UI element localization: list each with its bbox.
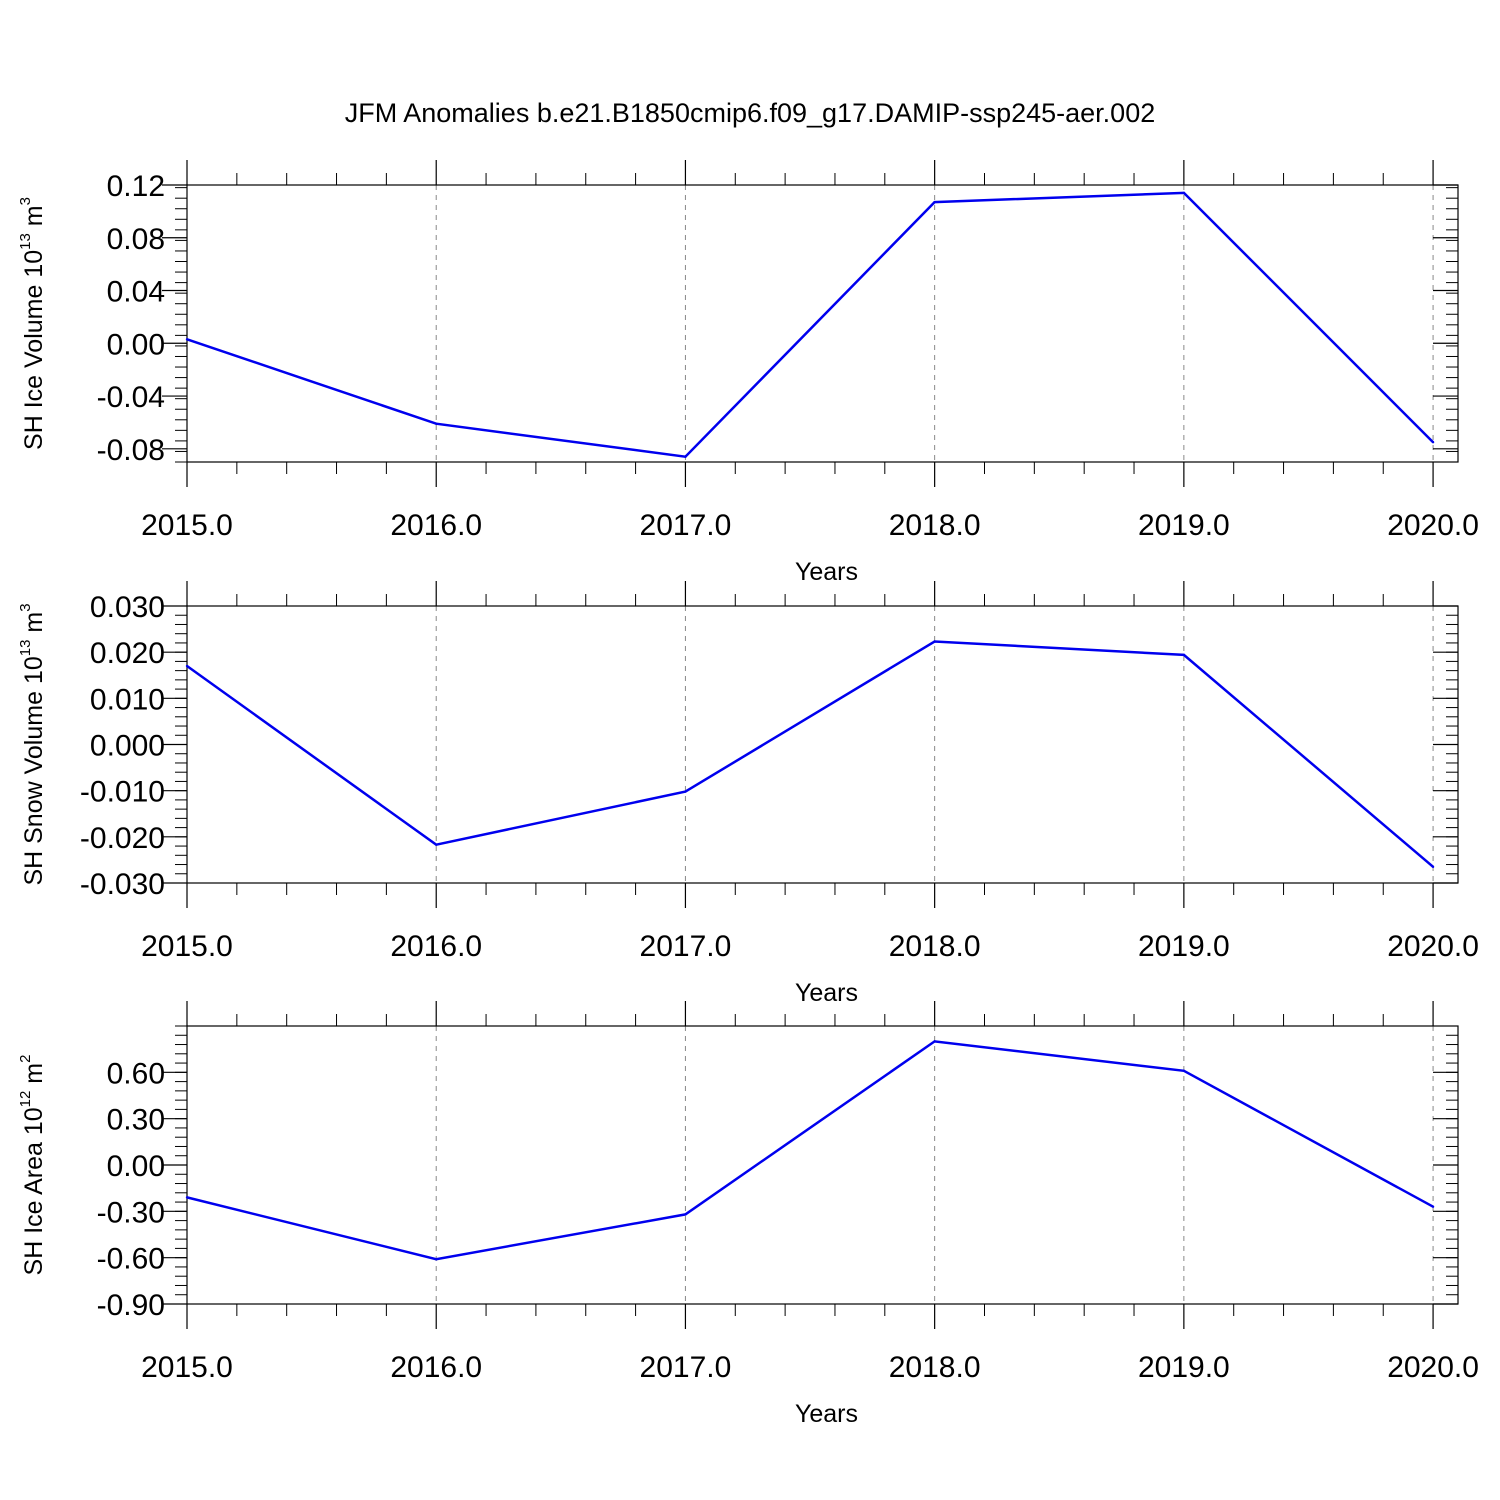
y-axis-title-exp: 13 [17,640,34,657]
x-tick-label: 2019.0 [1138,509,1230,542]
y-tick-label: 0.60 [107,1057,165,1090]
data-point [435,1258,438,1261]
y-axis-title: SH Ice Volume 1013 m3 [17,197,48,450]
x-tick-label: 2020.0 [1387,930,1479,963]
x-tick-label: 2020.0 [1387,1351,1479,1384]
series-line-1 [186,1040,1434,1261]
data-point [185,664,189,668]
series-line-1 [186,640,1434,868]
data-point [1431,1205,1435,1208]
data-point [1182,653,1186,657]
x-tick-label: 2018.0 [889,509,981,542]
series-line-1 [186,191,1434,459]
chart-panel-3: -0.90 -0.60 -0.30 0.00 0.30 0.60 2015.0 2016.0 2… [17,1001,1479,1428]
y-tick-label: 0.010 [90,683,165,716]
y-axis-title-base: SH Snow Volume 10 [20,656,48,885]
x-tick-label: 2019.0 [1138,1351,1230,1384]
y-tick-label: -0.08 [97,434,165,467]
x-tick-label: 2017.0 [640,1351,732,1384]
data-point [185,338,189,341]
data-point [435,422,438,425]
y-tick-label: 0.00 [107,1150,165,1183]
chart-panel-1: -0.08 -0.04 0.00 0.04 0.08 0.12 2015.0 2016.0 20… [17,160,1479,586]
y-tick-label: -0.030 [80,868,165,901]
x-tick-label: 2019.0 [1138,930,1230,963]
x-tick-label: 2018.0 [889,1351,981,1384]
plot-frame [186,184,1459,463]
y-tick-label: -0.010 [80,776,165,809]
y-axis-title-exp: 13 [17,233,34,250]
y-tick-label: 0.020 [90,637,165,670]
x-tick-label: 2017.0 [640,930,732,963]
data-point [684,455,687,458]
data-point [1182,1069,1186,1072]
x-tick-label: 2020.0 [1387,509,1479,542]
y-axis-title-unit: m [20,1063,48,1091]
x-tick-label: 2018.0 [889,930,981,963]
data-point [1431,441,1435,444]
plot-frame [186,1025,1459,1305]
x-tick-label: 2016.0 [390,930,482,963]
data-point [435,843,438,846]
y-tick-label: 0.30 [107,1104,165,1137]
x-tick-label: 2015.0 [141,509,233,542]
y-axis-title-unit: m [20,205,48,233]
y-tick-label: 0.08 [107,223,165,256]
y-axis-title-unit-exp: 3 [17,197,34,205]
y-axis-title: SH Snow Volume 1013 m3 [17,603,48,885]
y-tick-label: 0.000 [90,730,165,763]
chart-panel-2: -0.030 -0.020 -0.010 0.000 0.010 0.020 0.030 20… [17,581,1479,1007]
y-tick-label: -0.60 [97,1243,165,1276]
figure-title: JFM Anomalies b.e21.B1850cmip6.f09_g17.D… [345,98,1155,128]
x-axis-title: Years [795,558,858,586]
y-axis-title: SH Ice Area 1012 m2 [17,1055,48,1276]
y-axis-title-unit: m [20,612,48,640]
y-axis-title-unit-exp: 3 [17,603,34,611]
data-point [185,1196,189,1199]
data-point [933,640,936,643]
y-axis-title-exp: 12 [17,1091,34,1108]
data-point [1431,865,1435,869]
data-point [684,790,687,793]
y-tick-label: 0.12 [107,170,165,203]
y-tick-label: -0.90 [97,1289,165,1322]
data-point [933,200,936,204]
x-tick-label: 2015.0 [141,930,233,963]
x-tick-label: 2015.0 [141,1351,233,1384]
y-axis-title-unit-exp: 2 [17,1055,34,1063]
x-tick-label: 2016.0 [390,1351,482,1384]
y-tick-label: 0.030 [90,591,165,624]
x-tick-label: 2017.0 [640,509,732,542]
y-tick-label: -0.04 [97,381,165,414]
y-axis-title-base: SH Ice Area 10 [20,1107,48,1275]
y-axis-title-base: SH Ice Volume 10 [20,250,48,450]
plot-frame [186,605,1459,884]
y-tick-label: 0.04 [107,276,165,309]
y-tick-label: -0.30 [97,1196,165,1229]
x-axis-title: Years [795,979,858,1007]
data-point [1182,191,1186,195]
y-tick-label: 0.00 [107,328,165,361]
data-point [933,1040,936,1043]
y-tick-label: -0.020 [80,822,165,855]
x-axis-title: Years [795,1400,858,1428]
data-point [684,1213,687,1216]
x-tick-label: 2016.0 [390,509,482,542]
